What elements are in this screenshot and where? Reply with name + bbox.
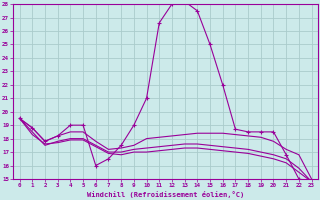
X-axis label: Windchill (Refroidissement éolien,°C): Windchill (Refroidissement éolien,°C)	[87, 191, 244, 198]
